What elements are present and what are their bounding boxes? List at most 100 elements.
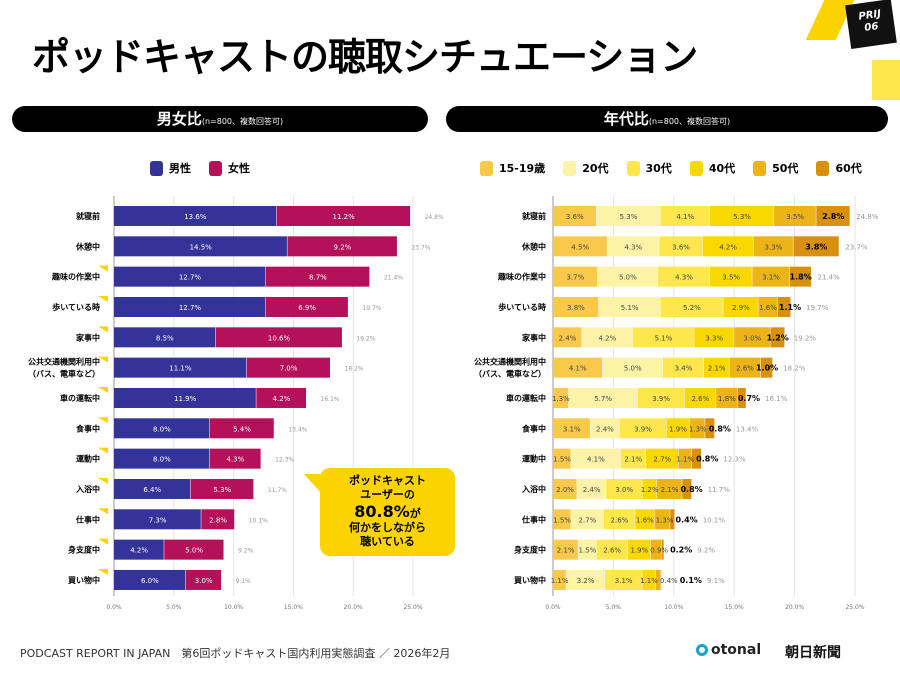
bar-segment bbox=[568, 387, 638, 408]
data-label: 8.0% bbox=[153, 425, 171, 433]
data-label: 5.3% bbox=[213, 486, 231, 494]
total-label: 23.7% bbox=[411, 244, 430, 251]
legend-label: 40代 bbox=[708, 162, 736, 175]
bar-segment bbox=[678, 448, 692, 469]
data-label: 1.2% bbox=[767, 333, 789, 342]
bar-segment bbox=[710, 266, 752, 287]
category-label: 仕事中 bbox=[521, 514, 546, 524]
x-tick-label: 25.0% bbox=[403, 604, 422, 611]
category-label: 休憩中 bbox=[521, 241, 546, 251]
bar-segment bbox=[602, 357, 663, 378]
bar-segment bbox=[655, 569, 661, 590]
right-chart-header: 年代比(n=800、複数回答可) bbox=[446, 106, 888, 132]
data-label: 2.4% bbox=[596, 425, 614, 433]
data-label: 3.6% bbox=[566, 213, 584, 221]
total-label: 12.3% bbox=[275, 457, 294, 464]
flag-marker bbox=[98, 295, 108, 302]
data-label: 5.1% bbox=[621, 304, 639, 312]
data-label: 1.6% bbox=[759, 304, 777, 312]
data-label: 5.3% bbox=[733, 213, 751, 221]
bar-segment bbox=[642, 569, 656, 590]
bar-segment bbox=[577, 478, 606, 499]
callout-line: 聴いている bbox=[360, 535, 415, 548]
data-label: 10.6% bbox=[268, 334, 291, 342]
x-tick-label: 0.0% bbox=[106, 604, 122, 611]
total-label: 11.7% bbox=[268, 487, 287, 494]
bar-segment bbox=[201, 509, 235, 530]
bar-segment bbox=[660, 296, 723, 317]
bar-segment bbox=[682, 478, 692, 499]
total-label: 16.1% bbox=[321, 396, 340, 403]
flag-marker bbox=[98, 326, 108, 333]
bar-segment bbox=[553, 206, 596, 226]
bar-segment bbox=[185, 569, 222, 590]
category-label: 家事中 bbox=[522, 332, 546, 342]
data-label: 3.3% bbox=[765, 243, 783, 251]
data-label: 6.9% bbox=[298, 304, 316, 312]
legend-item: 男性 bbox=[150, 160, 191, 176]
bar-segment bbox=[553, 539, 578, 560]
data-label: 2.0% bbox=[556, 486, 574, 494]
bar-segment bbox=[710, 206, 774, 226]
data-label: 3.1% bbox=[563, 425, 581, 433]
category-label: 買い物中 bbox=[514, 575, 546, 585]
bar-segment bbox=[635, 509, 654, 530]
category-label: 休憩中 bbox=[75, 241, 100, 251]
bar-segment bbox=[777, 296, 791, 317]
bar-segment bbox=[637, 387, 685, 408]
callout-highlight: 80.8% bbox=[354, 502, 410, 521]
bar-segment bbox=[114, 357, 247, 378]
footer-text: PODCAST REPORT IN JAPAN 第6回ポッドキャスト国内利用実態… bbox=[20, 647, 451, 660]
data-label: 3.0% bbox=[615, 486, 633, 494]
legend-swatch bbox=[209, 160, 222, 176]
flag-marker bbox=[98, 508, 108, 515]
page-title: ポッドキャストの聴取シチュエーション bbox=[32, 35, 698, 79]
data-label: 4.2% bbox=[130, 547, 148, 555]
data-label: 1.5% bbox=[553, 516, 571, 524]
bar-segment bbox=[164, 539, 224, 560]
bar-segment bbox=[627, 539, 651, 560]
data-label: 6.0% bbox=[141, 577, 159, 585]
x-tick-label: 20.0% bbox=[344, 604, 363, 611]
bar-segment bbox=[114, 569, 186, 590]
bar-segment bbox=[660, 206, 710, 226]
total-label: 12.3% bbox=[723, 456, 746, 464]
legend-label: 女性 bbox=[228, 162, 250, 175]
right-header-title: 年代比 bbox=[603, 110, 649, 128]
category-label: 身支度中 bbox=[514, 545, 546, 555]
data-label: 0.2% bbox=[670, 546, 692, 555]
x-tick-label: 10.0% bbox=[224, 604, 243, 611]
flag-marker bbox=[98, 386, 108, 393]
category-label: 入浴中 bbox=[75, 484, 100, 494]
bar-segment bbox=[553, 266, 598, 287]
bar-segment bbox=[265, 266, 370, 287]
data-label: 1.5% bbox=[579, 547, 597, 555]
x-tick-label: 0.0% bbox=[545, 604, 561, 611]
category-label: 歩いている時 bbox=[52, 302, 100, 312]
legend-item: 40代 bbox=[689, 160, 736, 176]
bar-segment bbox=[581, 327, 633, 348]
category-label: 食事中 bbox=[522, 423, 546, 433]
legend-swatch bbox=[753, 160, 767, 176]
data-label: 3.4% bbox=[675, 365, 693, 373]
data-label: 3.5% bbox=[722, 274, 740, 282]
total-label: 9.1% bbox=[236, 578, 252, 585]
bar-segment bbox=[666, 418, 690, 439]
legend-label: 15-19歳 bbox=[499, 162, 546, 175]
total-label: 24.8% bbox=[856, 213, 879, 221]
bar-segment bbox=[553, 296, 599, 317]
category-label: 歩いている時 bbox=[498, 302, 546, 312]
data-label: 0.8% bbox=[696, 455, 718, 464]
bar-segment bbox=[758, 296, 778, 317]
bar-segment bbox=[578, 539, 596, 560]
data-label: 1.1% bbox=[676, 456, 694, 464]
bar-segment bbox=[646, 448, 679, 469]
total-label: 18.2% bbox=[783, 365, 806, 373]
bar-segment bbox=[752, 266, 790, 287]
bar-segment bbox=[656, 478, 682, 499]
bar-segment bbox=[816, 206, 850, 226]
flag-marker bbox=[98, 417, 108, 424]
bar-segment bbox=[753, 236, 793, 257]
bar-segment bbox=[209, 418, 274, 439]
